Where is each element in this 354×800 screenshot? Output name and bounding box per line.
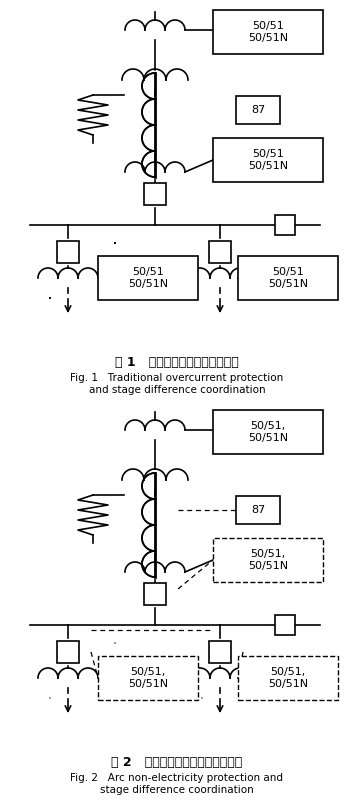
Text: 50/51,
50/51N: 50/51, 50/51N [128, 667, 168, 689]
Text: 50/51
50/51N: 50/51 50/51N [248, 149, 288, 170]
Bar [98, 656, 198, 700]
Bar [213, 538, 323, 582]
Text: Fig. 2   Arc non-electricity protection and: Fig. 2 Arc non-electricity protection an… [70, 773, 284, 783]
Text: 50/51,
50/51N: 50/51, 50/51N [248, 549, 288, 571]
Text: 87: 87 [251, 505, 265, 515]
Bar [238, 656, 338, 700]
Text: Fig. 1   Traditional overcurrent protection: Fig. 1 Traditional overcurrent protectio… [70, 373, 284, 383]
Bar [144, 583, 166, 605]
Text: stage difference coordination: stage difference coordination [100, 785, 254, 795]
Bar [213, 10, 323, 54]
Text: 50/51
50/51N: 50/51 50/51N [268, 267, 308, 289]
Bar [275, 615, 295, 635]
Bar [236, 496, 280, 524]
Bar [236, 96, 280, 124]
Bar [57, 241, 79, 263]
Text: 图 1   传统过流型保护和级差配合: 图 1 传统过流型保护和级差配合 [115, 355, 239, 369]
Text: 87: 87 [251, 105, 265, 115]
Bar [213, 138, 323, 182]
Bar [144, 183, 166, 205]
Text: 50/51
50/51N: 50/51 50/51N [128, 267, 168, 289]
Bar [209, 241, 231, 263]
Text: 图 2   弧光非电量型保护和级差配合: 图 2 弧光非电量型保护和级差配合 [112, 755, 242, 769]
Bar [275, 215, 295, 235]
Bar [57, 641, 79, 663]
Text: 50/51
50/51N: 50/51 50/51N [248, 22, 288, 42]
Bar [98, 256, 198, 300]
Bar [238, 256, 338, 300]
Text: 50/51,
50/51N: 50/51, 50/51N [268, 667, 308, 689]
Text: and stage difference coordination: and stage difference coordination [89, 385, 265, 395]
Bar [209, 641, 231, 663]
Text: 50/51,
50/51N: 50/51, 50/51N [248, 421, 288, 443]
Bar [213, 410, 323, 454]
